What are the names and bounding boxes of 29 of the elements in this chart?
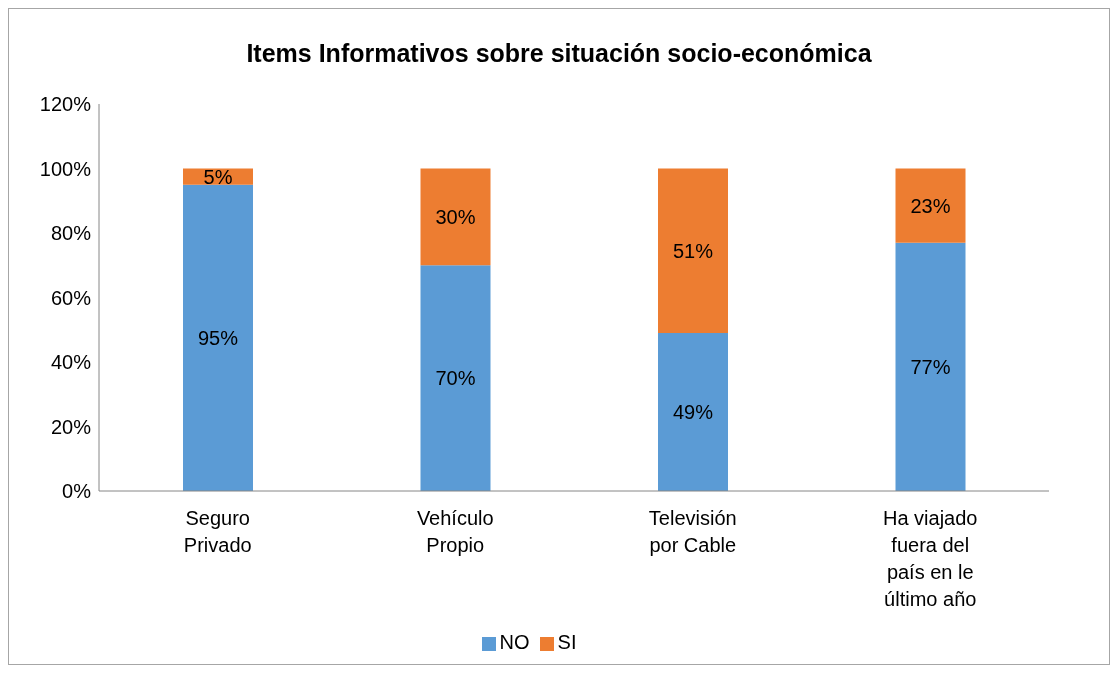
bar	[895, 242, 966, 491]
bar	[420, 168, 491, 266]
y-tick-label: 120%	[39, 93, 92, 116]
x-tick-label: Ha viajado fuera del país en le último año	[882, 507, 978, 610]
legend-label: NO	[499, 631, 530, 653]
bar	[895, 168, 966, 243]
y-tick-label: 20%	[50, 415, 92, 438]
x-tick-label: Televisión por Cable	[648, 507, 737, 556]
data-label: 49%	[672, 400, 714, 423]
bar	[658, 168, 728, 333]
legend-label: SI	[557, 631, 577, 653]
y-tick-label: 100%	[39, 157, 92, 180]
y-tick-label: 80%	[50, 222, 92, 245]
data-label: 5%	[203, 165, 233, 188]
data-label: 77%	[910, 355, 951, 378]
data-label: 51%	[672, 239, 714, 262]
bar	[183, 184, 253, 491]
y-tick-label: 0%	[62, 480, 92, 503]
data-label: 23%	[910, 194, 951, 217]
bar	[658, 332, 728, 491]
y-tick-label: 60%	[50, 286, 92, 309]
data-label: 30%	[435, 205, 476, 228]
y-tick-label: 40%	[50, 351, 92, 374]
chart-title: Items Informativos sobre situación socio-económica	[245, 38, 873, 69]
bar	[420, 265, 491, 491]
x-tick-label: Vehículo Propio	[416, 507, 494, 556]
data-label: 70%	[435, 367, 476, 390]
x-tick-label: Seguro Privado	[183, 507, 252, 556]
data-label: 95%	[197, 326, 239, 349]
